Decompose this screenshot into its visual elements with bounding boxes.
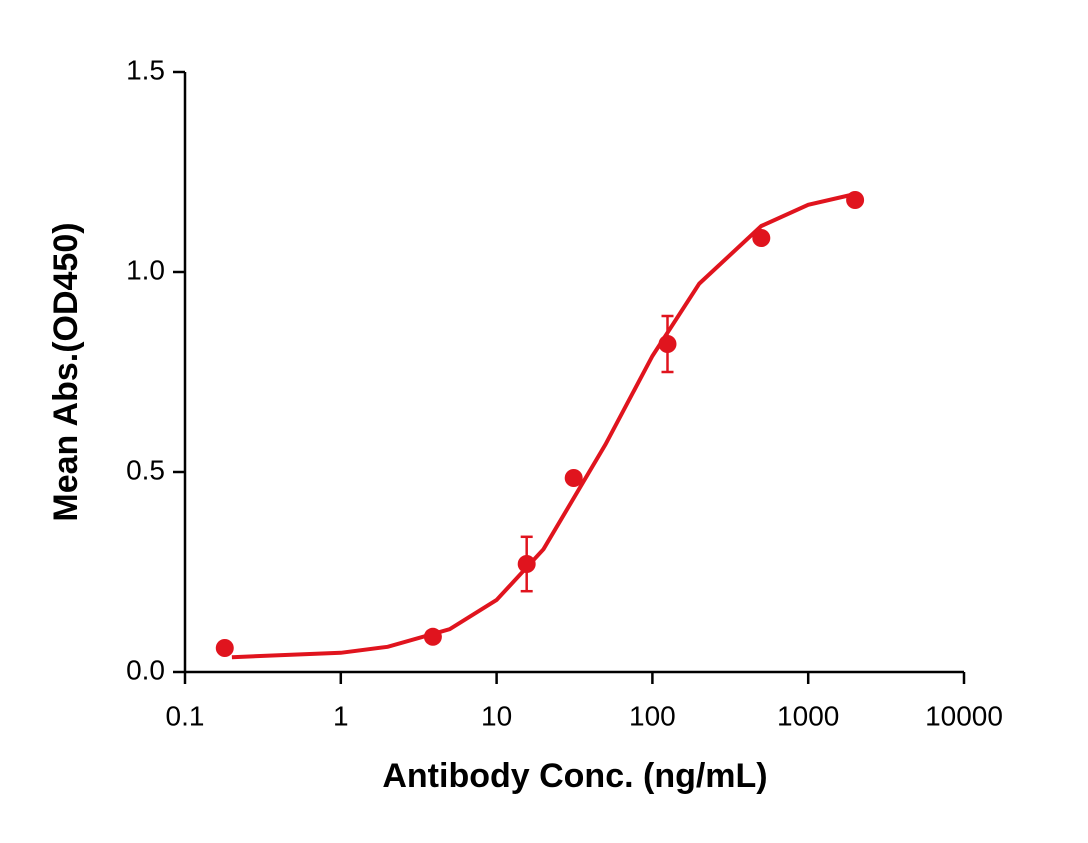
data-point <box>215 639 234 657</box>
x-tick-label: 10 <box>481 700 512 731</box>
data-point <box>752 229 771 247</box>
x-axis-title: Antibody Conc. (ng/mL) <box>382 757 767 795</box>
y-tick-label: 0.0 <box>126 654 165 685</box>
y-tick-label: 1.0 <box>126 254 165 285</box>
x-tick-label: 0.1 <box>166 700 205 731</box>
x-tick-label: 1 <box>333 700 349 731</box>
x-tick-label: 10000 <box>925 700 1003 731</box>
y-tick-label: 0.5 <box>126 454 165 485</box>
data-point <box>423 627 442 646</box>
data-point <box>658 335 677 353</box>
data-point <box>517 555 536 573</box>
y-axis-title: Mean Abs.(OD450) <box>47 222 85 521</box>
data-point <box>846 191 865 209</box>
fit-curve <box>231 192 856 660</box>
x-tick-label: 1000 <box>777 700 839 731</box>
data-point <box>564 469 583 487</box>
y-tick-label: 1.5 <box>126 54 165 85</box>
x-tick-label: 100 <box>629 700 676 731</box>
